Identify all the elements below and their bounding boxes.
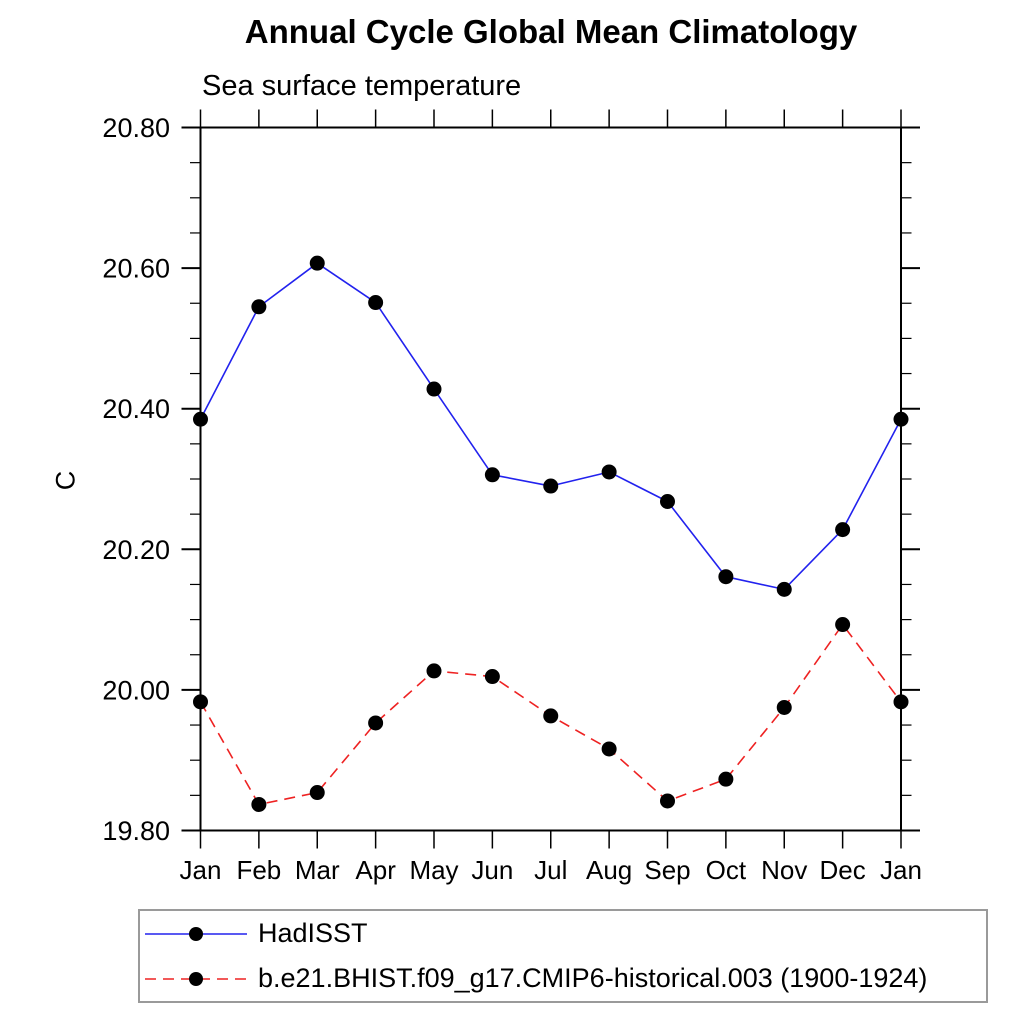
legend-marker (189, 926, 203, 941)
data-point-marker (776, 581, 792, 597)
data-point-marker (193, 411, 208, 427)
x-tick-label: Jan (880, 855, 922, 885)
x-tick-label: Feb (236, 855, 281, 885)
legend-entry-hadisst: HadISST (140, 913, 986, 955)
chart-title: Annual Cycle Global Mean Climatology (244, 13, 858, 50)
x-tick-label: Sep (644, 855, 690, 885)
x-tick-label: May (409, 855, 458, 885)
legend-line-swatch-hadisst (145, 926, 247, 941)
data-point-marker (484, 467, 500, 483)
data-point-marker (835, 617, 851, 633)
legend-label-hadisst: HadISST (258, 918, 368, 948)
x-tick-label: Oct (706, 855, 747, 885)
y-tick-label: 19.80 (102, 816, 170, 846)
data-point-marker (660, 793, 675, 809)
data-point-marker (368, 715, 384, 731)
chart-subtitle: Sea surface temperature (202, 70, 522, 102)
y-tick-label: 20.60 (102, 254, 170, 284)
data-point-marker (543, 478, 559, 494)
y-tick-label: 20.80 (102, 113, 170, 143)
data-point-marker (426, 663, 442, 679)
y-tick-label: 20.40 (102, 394, 170, 424)
data-point-marker (893, 411, 909, 427)
data-point-marker (484, 669, 500, 685)
legend-label-model: b.e21.BHIST.f09_g17.CMIP6-historical.003… (258, 963, 928, 993)
legend-entry-model: b.e21.BHIST.f09_g17.CMIP6-historical.003… (140, 958, 986, 1000)
data-point-marker (835, 522, 851, 538)
legend-box: HadISST b.e21.BHIST.f09_g17.CMIP6-histor… (138, 909, 988, 1003)
data-point-marker (718, 569, 734, 585)
data-point-marker (309, 255, 325, 271)
x-tick-label: Aug (586, 855, 632, 885)
y-tick-label: 20.20 (102, 535, 170, 565)
data-point-marker (601, 464, 617, 480)
data-point-marker (368, 295, 384, 311)
x-tick-label: Jan (180, 855, 222, 885)
x-tick-label: Nov (761, 855, 807, 885)
data-point-marker (251, 299, 267, 315)
legend-marker (189, 971, 203, 986)
data-point-marker (718, 771, 734, 787)
data-point-marker (660, 493, 675, 509)
x-tick-label: Jun (471, 855, 513, 885)
legend-line-swatch-model (145, 971, 247, 986)
x-tick-label: Mar (295, 855, 340, 885)
series-line-0 (199, 262, 902, 591)
data-point-marker (193, 694, 208, 710)
data-point-marker (251, 796, 267, 812)
x-tick-label: Jul (534, 855, 567, 885)
x-tick-label: Apr (355, 855, 396, 885)
data-point-marker (309, 785, 325, 801)
data-point-marker (776, 699, 792, 715)
x-tick-label: Dec (820, 855, 866, 885)
data-point-marker (426, 381, 442, 397)
y-tick-label: 20.00 (102, 675, 170, 705)
data-point-marker (543, 708, 559, 724)
data-point-marker (601, 741, 617, 757)
data-point-marker (893, 694, 909, 710)
